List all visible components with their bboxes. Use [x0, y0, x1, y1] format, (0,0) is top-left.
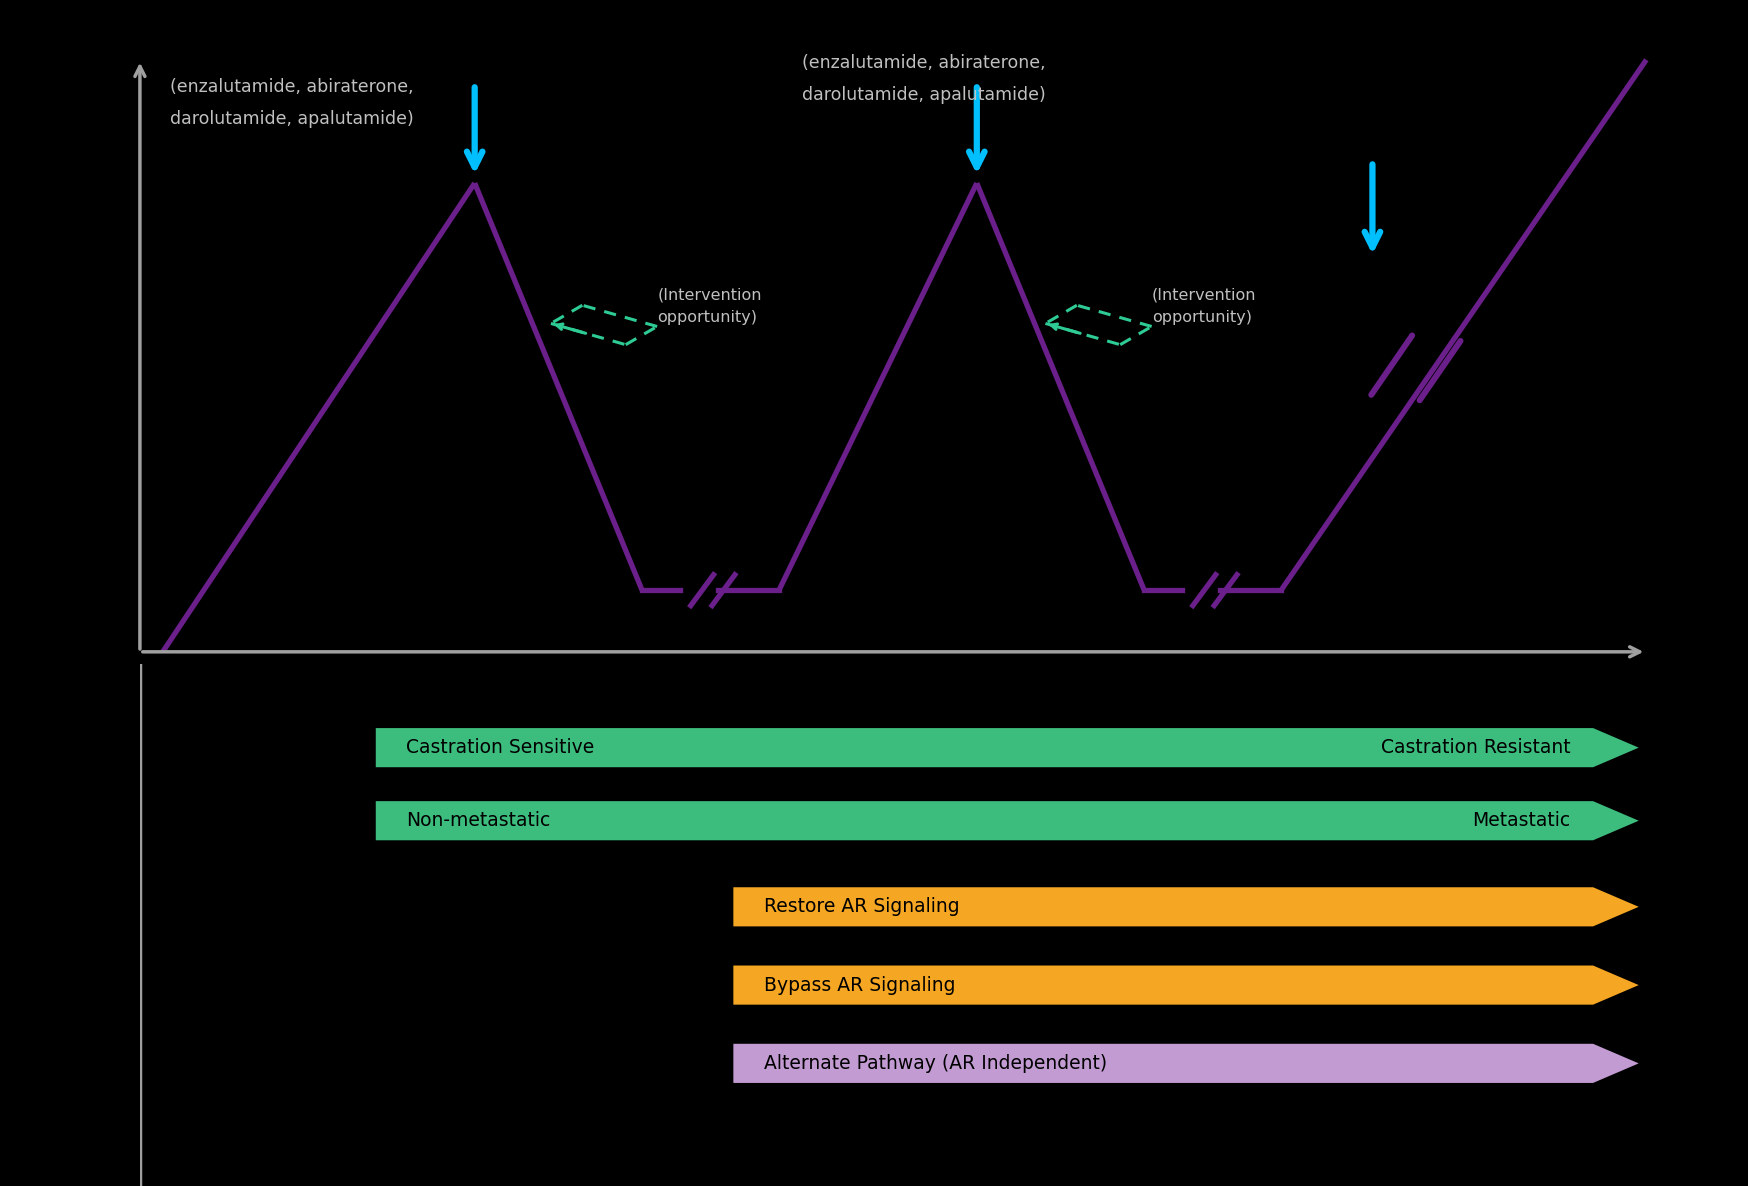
Text: Metastatic: Metastatic: [1472, 811, 1570, 830]
Text: Non-metastatic: Non-metastatic: [406, 811, 551, 830]
Polygon shape: [732, 887, 1638, 926]
Text: (enzalutamide, abiraterone,
darolutamide, apalutamide): (enzalutamide, abiraterone, darolutamide…: [170, 78, 414, 128]
Text: Restore AR Signaling: Restore AR Signaling: [764, 898, 960, 917]
Polygon shape: [376, 728, 1638, 767]
Polygon shape: [732, 1044, 1638, 1083]
Text: Castration Resistant: Castration Resistant: [1379, 738, 1570, 757]
Text: (Intervention
opportunity): (Intervention opportunity): [1152, 288, 1255, 325]
Text: Alternate Pathway (AR Independent): Alternate Pathway (AR Independent): [764, 1054, 1106, 1073]
Polygon shape: [732, 965, 1638, 1005]
Text: (enzalutamide, abiraterone,
darolutamide, apalutamide): (enzalutamide, abiraterone, darolutamide…: [801, 53, 1045, 103]
Text: Castration Sensitive: Castration Sensitive: [406, 738, 594, 757]
Text: (Intervention
opportunity): (Intervention opportunity): [657, 288, 762, 325]
Polygon shape: [376, 802, 1638, 840]
Text: Bypass AR Signaling: Bypass AR Signaling: [764, 976, 954, 995]
